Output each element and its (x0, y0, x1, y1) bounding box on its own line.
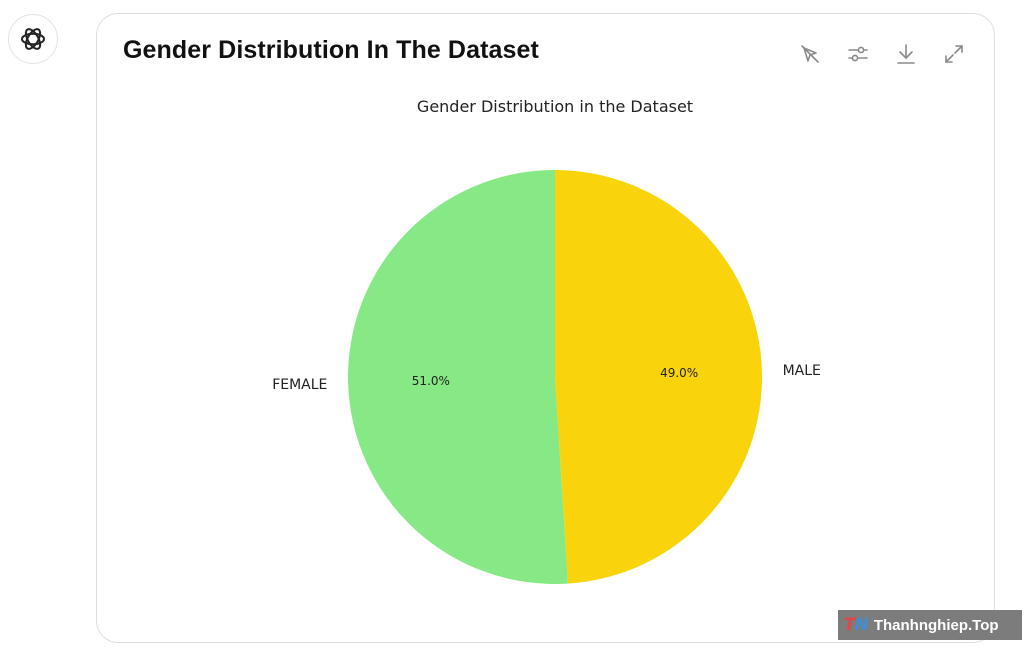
interactive-toggle-button[interactable] (792, 38, 828, 70)
percent-label-male: 49.0% (660, 366, 698, 380)
pie-slice-female (348, 170, 568, 584)
expand-button[interactable] (936, 38, 972, 70)
chart-settings-button[interactable] (840, 38, 876, 70)
card-title: Gender Distribution In The Dataset (123, 36, 539, 64)
watermark: TN Thanhnghiep.Top (838, 610, 1022, 640)
assistant-avatar (8, 14, 58, 64)
category-label-male: MALE (783, 363, 821, 379)
pie-slices (348, 170, 763, 584)
watermark-text: Thanhnghiep.Top (873, 616, 999, 634)
category-label-female: FEMALE (272, 377, 327, 393)
download-icon (897, 44, 915, 64)
openai-logo-icon (21, 28, 45, 50)
percent-label-female: 51.0% (412, 374, 450, 388)
pie-slice-male (555, 170, 763, 584)
expand-icon (945, 45, 963, 63)
pie-chart: Gender Distribution in the Dataset FEMAL… (272, 97, 821, 584)
watermark-logo: TN (844, 615, 869, 635)
chart-toolbar (792, 38, 972, 70)
pie-labels: FEMALE 51.0% MALE 49.0% (272, 363, 821, 393)
settings-sliders-icon (848, 46, 868, 62)
interactive-off-icon (801, 45, 819, 63)
chart-card: Gender Distribution In The Dataset (96, 13, 995, 643)
chart-title: Gender Distribution in the Dataset (417, 97, 693, 116)
download-button[interactable] (888, 38, 924, 70)
